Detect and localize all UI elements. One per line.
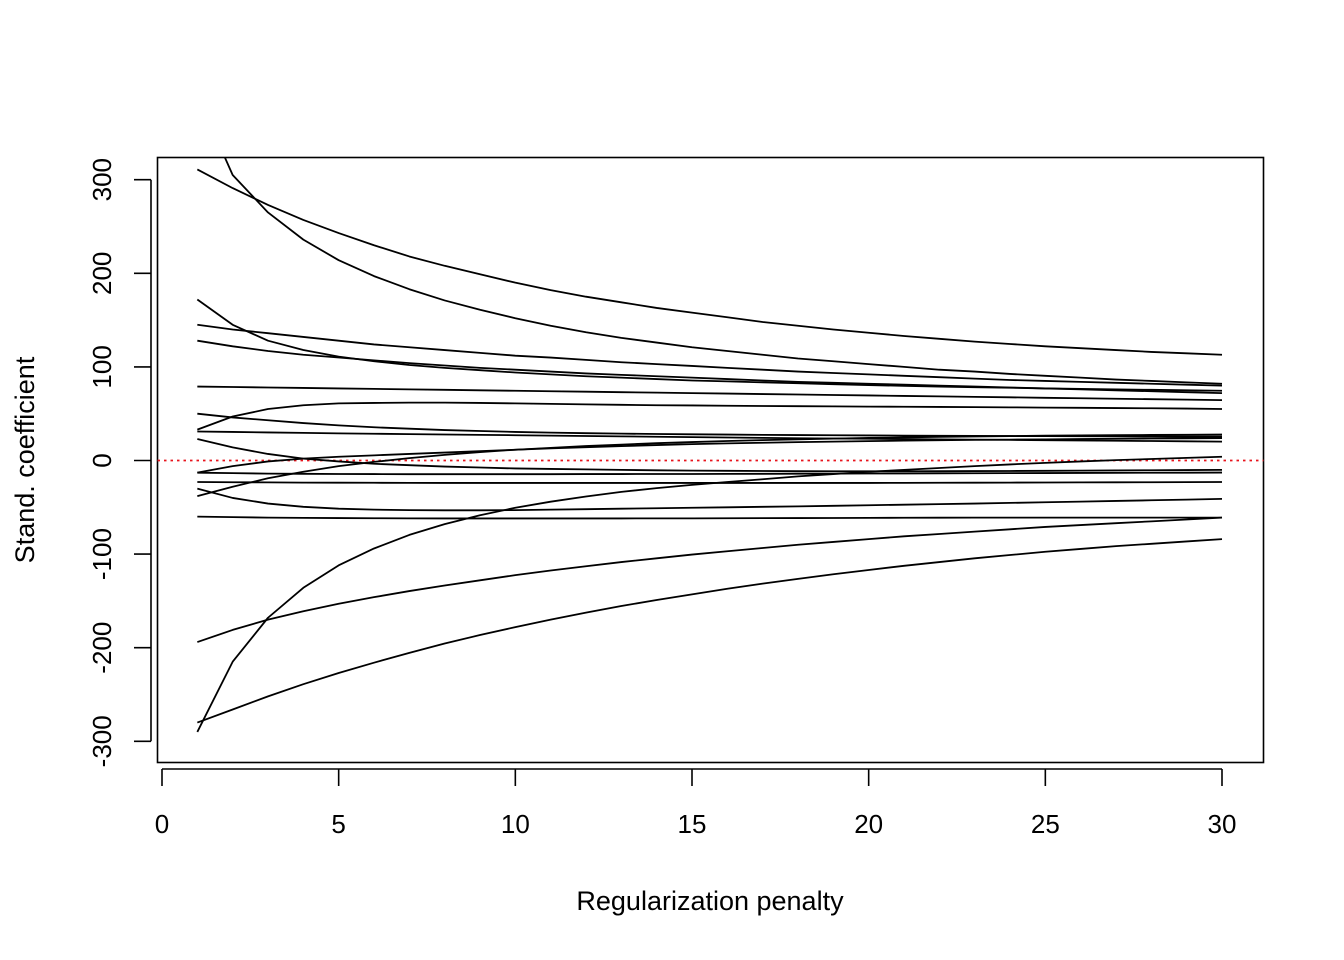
y-tick-label: 300 — [87, 158, 117, 201]
y-axis: -300 -200 -100 0 100 200 300 — [87, 158, 152, 767]
x-axis: 0 5 10 15 20 25 30 — [155, 768, 1237, 839]
x-tick-label: 10 — [501, 809, 530, 839]
coefficient-path-2 — [196, 168, 1223, 356]
y-axis-title: Stand. coefficient — [10, 356, 40, 563]
coefficient-path-5 — [197, 339, 1223, 395]
coefficient-path-9 — [197, 430, 1223, 443]
x-tick-label: 20 — [854, 809, 883, 839]
coefficient-path-7 — [197, 401, 1223, 431]
y-tick-label: 200 — [87, 252, 117, 295]
y-tick-label: 100 — [87, 345, 117, 388]
x-tick-label: 0 — [155, 809, 169, 839]
coefficient-path-4 — [197, 323, 1223, 387]
x-tick-label: 5 — [331, 809, 345, 839]
coefficient-path-16 — [197, 515, 1222, 520]
coefficient-path-1 — [223, 157, 1223, 385]
coefficient-path-18 — [197, 516, 1223, 643]
coefficient-path-12 — [197, 433, 1223, 497]
x-tick-label: 25 — [1031, 809, 1060, 839]
coefficient-path-19 — [197, 538, 1223, 724]
coefficient-path-6 — [197, 385, 1223, 402]
coefficient-path-11 — [197, 437, 1223, 474]
coefficient-path-17 — [196, 455, 1223, 733]
y-tick-label: 0 — [87, 453, 117, 467]
x-tick-label: 15 — [678, 809, 707, 839]
y-tick-label: -200 — [87, 622, 117, 674]
y-tick-label: -100 — [87, 528, 117, 580]
x-axis-title: Regularization penalty — [576, 886, 844, 916]
coefficient-path-15 — [197, 487, 1223, 512]
series-layer — [196, 157, 1223, 733]
x-tick-label: 30 — [1208, 809, 1237, 839]
y-tick-label: -300 — [87, 715, 117, 767]
coefficient-path-13 — [197, 471, 1223, 476]
